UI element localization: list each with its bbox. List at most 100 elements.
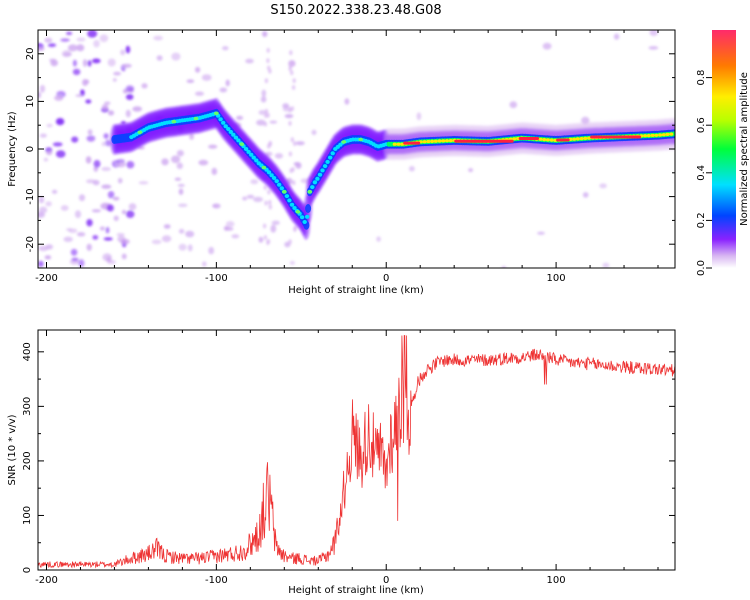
streak-blob <box>263 235 267 240</box>
inner-blob <box>328 155 333 160</box>
noise-blob <box>85 99 92 104</box>
inner-blob <box>228 129 233 134</box>
noise-blob <box>116 161 126 168</box>
noise-blob <box>208 246 215 255</box>
streak-blob <box>288 239 292 245</box>
hot-blob <box>445 139 449 143</box>
noise-blob <box>93 160 101 168</box>
streak-blob <box>267 65 271 71</box>
snr-panel: -200 -100 0 100 0 100 200 300 400 Height of stra… <box>7 329 676 596</box>
noise-blob <box>258 110 267 115</box>
ridge-dot <box>214 111 219 116</box>
ridge-dot <box>239 142 245 146</box>
inner-blob <box>226 127 231 131</box>
noise-blob <box>99 226 105 231</box>
hot-blob <box>437 139 442 143</box>
noise-blob <box>509 101 518 109</box>
noise-blob <box>185 230 195 238</box>
noise-blob <box>163 224 171 229</box>
core-blob <box>305 204 312 213</box>
noise-blob <box>86 243 92 251</box>
colorbar-tick-label: 0.4 <box>696 165 707 181</box>
noise-blob <box>125 85 135 92</box>
noise-blob <box>253 196 263 203</box>
noise-blob <box>121 253 127 260</box>
x-tick-label: 0 <box>383 273 389 284</box>
streak-blob <box>293 226 297 231</box>
noise-blob <box>99 34 109 43</box>
noise-blob <box>71 257 79 262</box>
noise-blob <box>112 196 120 201</box>
x-tick-label: 0 <box>383 575 389 586</box>
hot-blob <box>661 133 666 137</box>
noise-blob <box>104 101 111 105</box>
noise-blob <box>92 58 101 64</box>
noise-blob <box>132 106 143 112</box>
noise-blob <box>46 150 53 156</box>
noise-blob <box>201 74 212 81</box>
noise-blob <box>121 209 127 215</box>
noise-blob <box>71 136 79 143</box>
noise-blob <box>274 153 283 159</box>
streak-blob <box>264 113 268 118</box>
colorbar-ticks: 0.0 0.2 0.4 0.6 0.8 <box>696 70 712 276</box>
noise-blob <box>87 129 93 136</box>
inner-blob <box>287 198 292 203</box>
noise-blob <box>344 98 350 105</box>
y-tick-label: -20 <box>25 236 36 252</box>
noise-blob <box>258 236 264 243</box>
snr-line <box>38 335 675 569</box>
noise-blob <box>76 44 85 52</box>
noise-blob <box>103 133 109 139</box>
noise-blob <box>66 31 73 35</box>
noise-blob <box>47 43 57 48</box>
streak-blob <box>290 137 294 143</box>
y-tick-label: 400 <box>22 342 33 361</box>
y-tick-label: 300 <box>22 397 33 416</box>
y-tick-label: 20 <box>25 47 36 60</box>
noise-blob <box>74 210 82 219</box>
streak-blob <box>266 58 270 63</box>
noise-blob <box>125 210 135 218</box>
noise-blob <box>63 236 73 242</box>
inner-blob <box>277 182 282 187</box>
noise-blob <box>72 68 81 76</box>
colorbar-label: Normalized spectral amplitude <box>739 72 750 226</box>
noise-blob <box>269 120 278 124</box>
noise-blob <box>409 166 415 172</box>
noise-blob <box>260 96 267 103</box>
noise-blob <box>125 45 131 54</box>
noise-blob <box>50 59 58 67</box>
noise-blob <box>101 167 111 171</box>
inner-blob <box>289 202 295 207</box>
noise-blob <box>125 94 134 100</box>
streak-blob <box>268 204 272 210</box>
noise-blob <box>151 239 162 245</box>
noise-blob <box>246 194 255 199</box>
colorbar-tick-label: 0.8 <box>696 70 707 86</box>
noise-blob <box>171 155 181 164</box>
noise-blob <box>120 238 130 245</box>
noise-blob <box>236 115 244 120</box>
streak-blob <box>263 121 267 127</box>
inner-blob <box>310 185 315 190</box>
streak-blob <box>288 121 292 126</box>
noise-blob <box>91 209 101 213</box>
noise-blob <box>67 44 78 52</box>
noise-blob <box>44 37 53 43</box>
inner-blob <box>279 186 284 191</box>
streak-blob <box>266 239 271 244</box>
streak-blob <box>288 151 292 157</box>
inner-blob <box>251 155 256 160</box>
ridge-dot <box>261 165 267 170</box>
streak-blob <box>290 61 294 67</box>
noise-blob <box>176 150 184 157</box>
inner-blob <box>284 194 290 199</box>
noise-blob <box>225 79 230 87</box>
noise-blob <box>537 231 545 235</box>
noise-blob <box>311 129 317 136</box>
noise-blob <box>45 201 52 207</box>
noise-blob <box>262 31 268 37</box>
noise-blob <box>104 139 112 147</box>
noise-blob <box>649 30 658 37</box>
